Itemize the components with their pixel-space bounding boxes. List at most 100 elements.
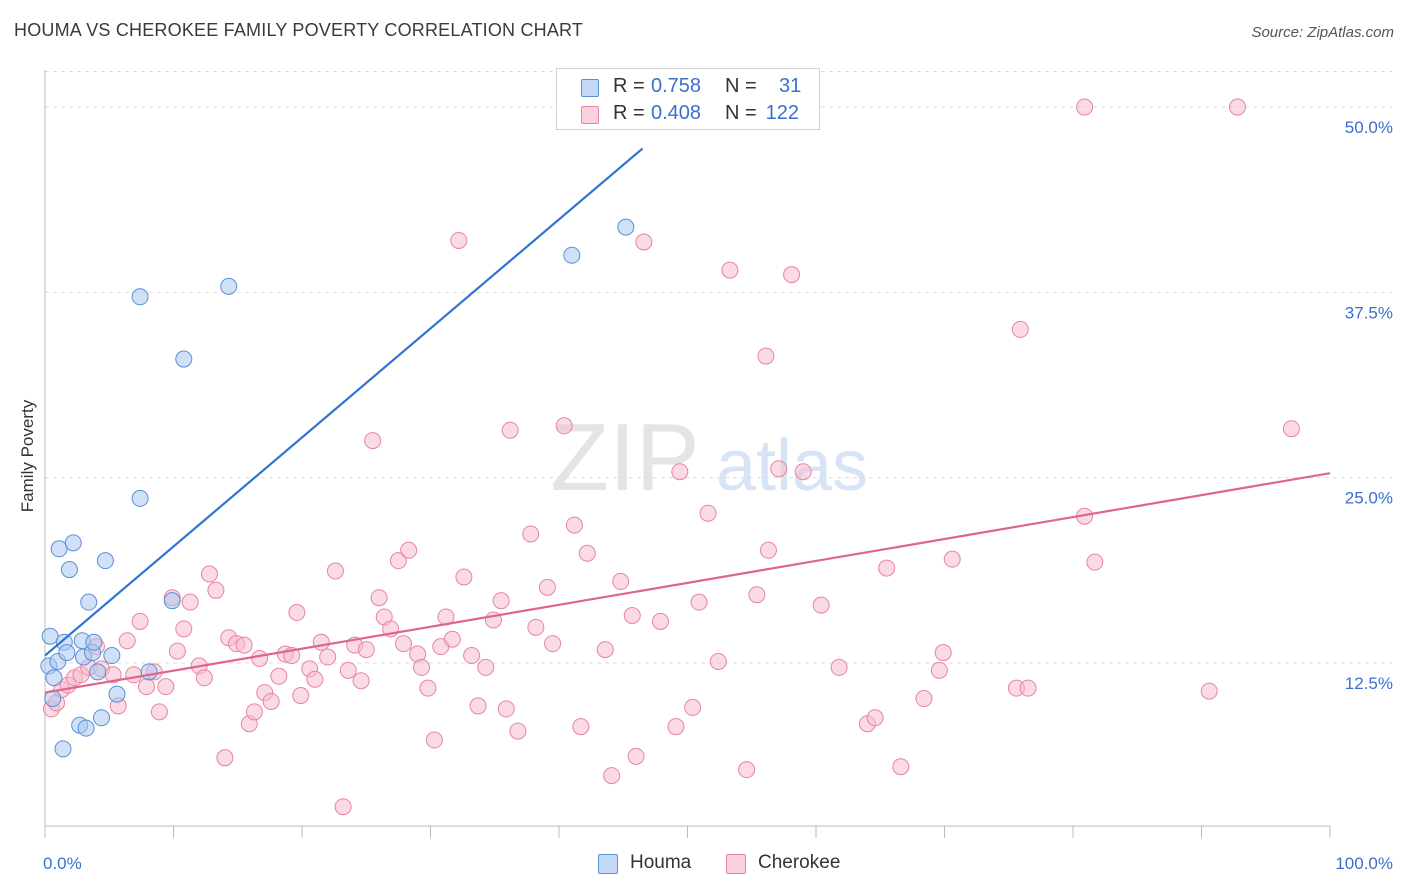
houma-n-label: N = <box>725 75 757 97</box>
cherokee-point <box>477 658 495 676</box>
cherokee-n-label: N = <box>725 102 757 124</box>
cherokee-point <box>509 722 527 740</box>
cherokee-point <box>1200 682 1218 700</box>
cherokee-r-value: 0.408 <box>651 102 702 124</box>
x-tick-label: 0.0% <box>43 854 82 873</box>
cherokee-point <box>138 678 156 696</box>
houma-legend-label: Houma <box>630 852 692 873</box>
cherokee-point <box>450 231 468 249</box>
cherokee-point <box>370 589 388 607</box>
cherokee-point <box>527 618 545 636</box>
cherokee-point <box>364 432 382 450</box>
cherokee-point <box>612 572 630 590</box>
houma-point <box>77 719 95 737</box>
cherokee-point <box>572 718 590 736</box>
cherokee-n-value: 122 <box>765 102 799 124</box>
cherokee-point <box>270 667 288 685</box>
cherokee-point <box>738 761 756 779</box>
cherokee-point <box>671 463 689 481</box>
cherokee-legend-label: Cherokee <box>758 852 841 873</box>
y-tick-label: 12.5% <box>1345 674 1393 693</box>
cherokee-point <box>497 700 515 718</box>
cherokee-point <box>934 644 952 662</box>
houma-point <box>93 709 111 727</box>
cherokee-point <box>1011 320 1029 338</box>
cherokee-legend-swatch <box>726 854 746 874</box>
cherokee-trend-line <box>44 472 1331 694</box>
y-tick-label: 50.0% <box>1345 118 1393 137</box>
houma-point <box>617 218 635 236</box>
houma-point <box>64 534 82 552</box>
cherokee-point <box>667 718 685 736</box>
houma-r-label: R = <box>613 75 645 97</box>
houma-swatch <box>581 79 599 97</box>
cherokee-point <box>699 504 717 522</box>
cherokee-point <box>150 703 168 721</box>
houma-point <box>163 592 181 610</box>
cherokee-point <box>635 233 653 251</box>
cherokee-point <box>334 798 352 816</box>
cherokee-point <box>419 679 437 697</box>
cherokee-point <box>783 266 801 284</box>
cherokee-point <box>544 635 562 653</box>
houma-r-value: 0.758 <box>651 75 702 97</box>
chart-title: HOUMA VS CHEROKEE FAMILY POVERTY CORRELA… <box>14 20 584 40</box>
cherokee-point <box>312 633 330 651</box>
cherokee-point <box>168 642 186 660</box>
cherokee-point <box>251 649 269 667</box>
cherokee-point <box>235 636 253 654</box>
cherokee-point <box>118 632 136 650</box>
houma-point <box>41 627 59 645</box>
cherokee-point <box>770 460 788 478</box>
y-axis-label: Family Poverty <box>18 399 37 512</box>
cherokee-point <box>812 596 830 614</box>
houma-point <box>103 647 121 665</box>
cherokee-point <box>463 647 481 665</box>
houma-point <box>60 561 78 579</box>
houma-point <box>50 540 68 558</box>
houma-point <box>563 246 581 264</box>
houma-legend-swatch <box>598 854 618 874</box>
cherokee-point <box>157 678 175 696</box>
y-tick-label: 37.5% <box>1345 303 1393 322</box>
cherokee-point <box>830 658 848 676</box>
houma-point <box>108 685 126 703</box>
cherokee-point <box>195 669 213 687</box>
cherokee-point <box>326 562 344 580</box>
cherokee-point <box>943 550 961 568</box>
watermark-atlas: atlas <box>716 426 868 506</box>
houma-point <box>85 633 103 651</box>
x-tick-label: 100.0% <box>1335 854 1393 873</box>
cherokee-point <box>623 607 641 625</box>
stats-row-cherokee: R = 0.408 N = 122 <box>557 102 819 128</box>
cherokee-point <box>721 261 739 279</box>
cherokee-point <box>555 417 573 435</box>
cherokee-point <box>339 661 357 679</box>
cherokee-point <box>522 525 540 543</box>
houma-point <box>96 552 114 570</box>
cherokee-point <box>288 604 306 622</box>
houma-point <box>89 663 107 681</box>
cherokee-point <box>175 620 193 638</box>
cherokee-point <box>1019 679 1037 697</box>
cherokee-point <box>352 672 370 690</box>
cherokee-point <box>866 709 884 727</box>
cherokee-point <box>245 703 263 721</box>
cherokee-point <box>878 559 896 577</box>
cherokee-point <box>652 612 670 630</box>
cherokee-point <box>501 421 519 439</box>
houma-point <box>80 593 98 611</box>
cherokee-point <box>131 612 149 630</box>
cherokee-point <box>395 635 413 653</box>
stats-row-houma: R = 0.758 N = 31 <box>557 75 819 101</box>
houma-n-value: 31 <box>779 75 802 97</box>
houma-trend-line <box>44 147 644 657</box>
cherokee-point <box>492 592 510 610</box>
cherokee-swatch <box>581 106 599 124</box>
cherokee-point <box>930 661 948 679</box>
cherokee-point <box>915 690 933 708</box>
cherokee-point <box>892 758 910 776</box>
cherokee-point <box>389 552 407 570</box>
cherokee-point <box>1076 98 1094 116</box>
